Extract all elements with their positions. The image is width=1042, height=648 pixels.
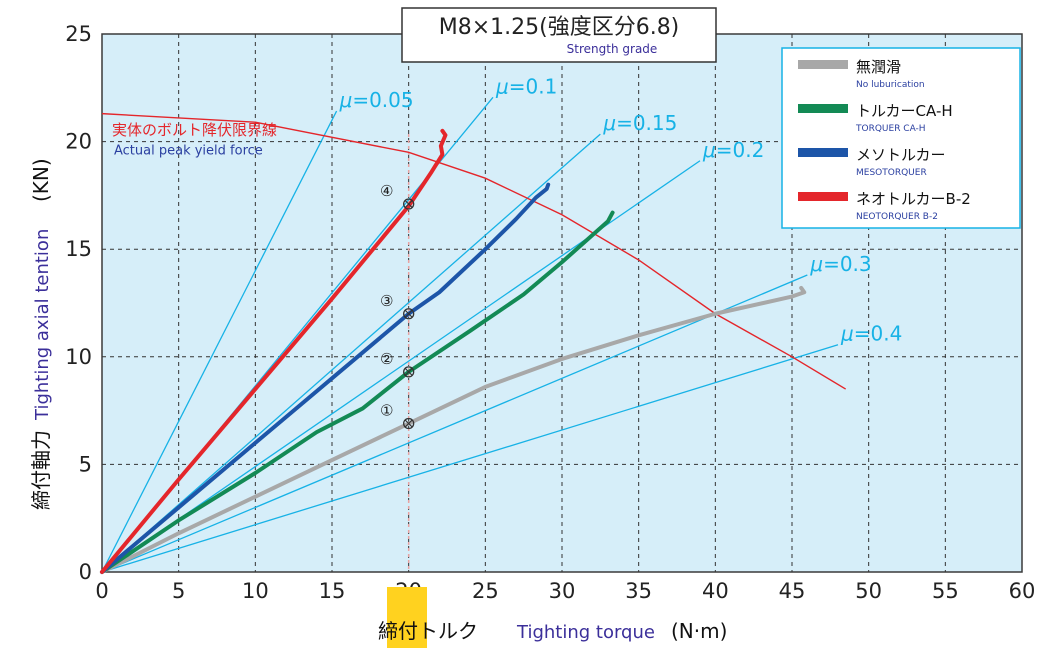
marker-cross [404,309,413,318]
mu-line [101,133,601,573]
reference-markers: ① ② ③ ④ [380,182,415,430]
y-axis-label-en: Tighting axial tention [32,229,53,421]
marker-label: ① [380,402,393,420]
x-tick-label: 5 [172,579,185,603]
series-line [100,285,807,574]
marker-cross [404,367,413,376]
legend: 無潤滑 No luburication トルカーCA-H TORQUER CA-H メソ… [781,47,1021,229]
mu-line [101,110,338,573]
x-tick-label: 10 [242,579,269,603]
mu-value: =0.4 [854,322,903,346]
x-tick-label: 50 [855,579,882,603]
series-lines [100,128,807,574]
marker-circle [403,417,415,430]
marker-label: ③ [380,292,393,310]
mu-line-label: μ=0.05 [339,88,414,112]
marker-cross [404,200,413,208]
x-axis-title: 締付トルク Tighting torque (N·m) [378,587,727,648]
y-tick-label: 15 [65,237,92,261]
x-tick-label: 45 [779,579,806,603]
x-tick-labels: 051015202530354045505560 [95,579,1035,603]
yield-limit-curve-group: 実体のボルト降伏限界線 Actual peak yield force [101,112,847,390]
mu-symbol: μ [339,88,353,112]
x-axis-label-en: Tighting torque [516,622,655,643]
legend-label-en: NEOTORQUER B-2 [856,212,938,222]
legend-swatch [798,104,848,113]
x-axis-label-jp: 締付トルク [378,619,478,643]
legend-label-en: No luburication [856,80,925,90]
legend-label-jp: トルカーCA-H [856,102,953,120]
y-tick-label: 20 [65,130,92,154]
mu-line-label: μ=0.3 [809,252,871,276]
y-axis-label-jp: 締付軸力 [29,430,53,510]
marker-cross [404,419,413,428]
legend-swatch [798,60,848,69]
mu-symbol: μ [495,74,509,98]
mu-value: =0.3 [823,252,872,276]
mu-symbol: μ [602,111,616,135]
y-tick-label: 5 [79,452,92,476]
y-tick-label: 10 [65,345,92,369]
y-tick-label: 25 [65,22,92,46]
mu-line-label: μ=0.2 [702,138,764,162]
y-axis-unit: (KN) [29,158,53,202]
legend-label-en: MESOTORQUER [856,168,927,178]
legend-label-jp: 無潤滑 [856,58,901,76]
mu-line [101,344,839,573]
mu-symbol: μ [702,138,716,162]
y-axis-title: 締付軸力 Tighting axial tention (KN) [29,158,53,510]
marker-label: ④ [380,182,393,200]
legend-swatch [798,148,848,157]
yield-limit-curve [101,112,847,390]
chart-title: M8×1.25(強度区分6.8) [439,15,680,40]
chart-subtitle: Strength grade [567,42,658,56]
legend-label-jp: メソトルカー [856,146,946,164]
legend-label-jp: ネオトルカーB-2 [856,190,971,208]
y-tick-labels: 0 5 10 15 20 25 [65,22,92,584]
x-tick-label: 30 [549,579,576,603]
series-line [100,182,551,574]
x-axis-unit: (N·m) [671,619,727,643]
x-tick-label: 40 [702,579,729,603]
mu-value: =0.1 [509,74,558,98]
x-tick-label: 0 [95,579,108,603]
mu-symbol: μ [809,252,823,276]
mu-line-label: μ=0.1 [495,74,557,98]
marker-circle [403,308,415,320]
legend-swatch [798,192,848,201]
mu-line-label: μ=0.4 [840,322,902,346]
x-tick-label: 60 [1009,579,1036,603]
mu-value: =0.05 [352,88,413,112]
mu-line [101,274,808,573]
marker-circle [403,198,415,210]
mu-symbol: μ [840,322,854,346]
x-tick-label: 35 [625,579,652,603]
x-tick-label: 25 [472,579,499,603]
marker-label: ② [380,350,393,368]
mu-line-label: μ=0.15 [602,111,677,135]
y-tick-label: 0 [79,560,92,584]
yield-label-jp: 実体のボルト降伏限界線 [112,121,277,139]
x-tick-label: 55 [932,579,959,603]
marker-circle [403,366,415,378]
highlight-20-box [387,587,427,648]
x-tick-label: 15 [319,579,346,603]
chart-title-box: M8×1.25(強度区分6.8) Strength grade [401,7,717,63]
mu-value: =0.15 [616,111,677,135]
yield-label-en: Actual peak yield force [114,144,263,159]
legend-label-en: TORQUER CA-H [855,124,926,134]
mu-value: =0.2 [716,138,765,162]
series-line [100,128,448,574]
